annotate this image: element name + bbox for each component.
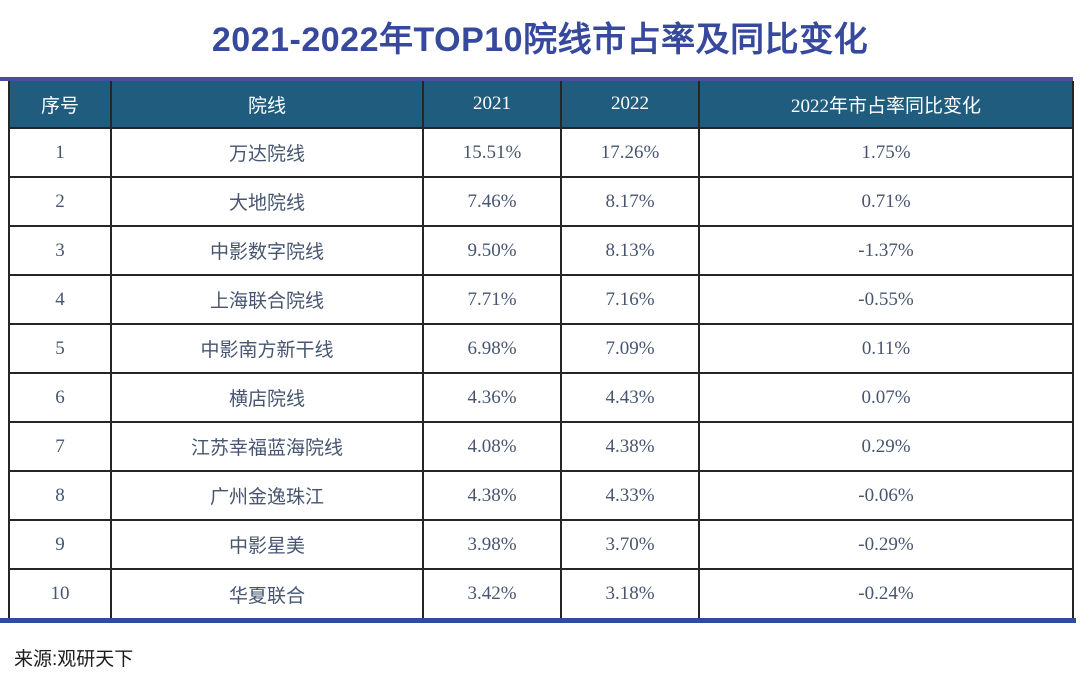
table-cell: 中影南方新干线: [110, 323, 424, 374]
table-cell: 3.98%: [422, 519, 562, 570]
table-cell: 4.38%: [560, 421, 700, 472]
table-cell: 0.29%: [698, 421, 1074, 472]
table-cell: 4.08%: [422, 421, 562, 472]
table-cell: 3: [8, 225, 112, 276]
table-cell: 大地院线: [110, 176, 424, 227]
table-row: 9 中影星美 3.98% 3.70% -0.29%: [8, 519, 1074, 570]
table-cell: 17.26%: [560, 127, 700, 178]
table-cell: 江苏幸福蓝海院线: [110, 421, 424, 472]
table-cell: 0.71%: [698, 176, 1074, 227]
column-header: 2022: [560, 81, 700, 129]
table-top-accent-line: [0, 77, 1073, 81]
table-cell: 9: [8, 519, 112, 570]
table-cell: 4.33%: [560, 470, 700, 521]
table-cell: 0.07%: [698, 372, 1074, 423]
table-cell: 华夏联合: [110, 568, 424, 618]
table-cell: 8.13%: [560, 225, 700, 276]
table-cell: 0.11%: [698, 323, 1074, 374]
table-cell: -0.55%: [698, 274, 1074, 325]
table-cell: 3.18%: [560, 568, 700, 618]
table-header-row: 序号 院线 2021 2022 2022年市占率同比变化: [8, 81, 1074, 129]
table-cell: 3.70%: [560, 519, 700, 570]
table-cell: 6.98%: [422, 323, 562, 374]
table-cell: 广州金逸珠江: [110, 470, 424, 521]
table-cell: 7.09%: [560, 323, 700, 374]
table-cell: 1.75%: [698, 127, 1074, 178]
table-cell: 15.51%: [422, 127, 562, 178]
column-header: 序号: [8, 81, 112, 129]
table-row: 10 华夏联合 3.42% 3.18% -0.24%: [8, 568, 1074, 618]
table-cell: 5: [8, 323, 112, 374]
table-row: 8 广州金逸珠江 4.38% 4.33% -0.06%: [8, 470, 1074, 521]
table-cell: 4.43%: [560, 372, 700, 423]
table-cell: 横店院线: [110, 372, 424, 423]
table-row: 2 大地院线 7.46% 8.17% 0.71%: [8, 176, 1074, 227]
table-cell: 3.42%: [422, 568, 562, 618]
table-cell: -0.24%: [698, 568, 1074, 618]
table-cell: -0.06%: [698, 470, 1074, 521]
table-cell: -0.29%: [698, 519, 1074, 570]
column-header: 院线: [110, 81, 424, 129]
table-cell: 7: [8, 421, 112, 472]
table-cell: -1.37%: [698, 225, 1074, 276]
source-label: 来源:观研天下: [14, 649, 134, 670]
table-cell: 上海联合院线: [110, 274, 424, 325]
table-cell: 中影数字院线: [110, 225, 424, 276]
table-cell: 1: [8, 127, 112, 178]
column-header: 2021: [422, 81, 562, 129]
table-cell: 万达院线: [110, 127, 424, 178]
table-row: 6 横店院线 4.36% 4.43% 0.07%: [8, 372, 1074, 423]
table-cell: 8: [8, 470, 112, 521]
table-cell: 9.50%: [422, 225, 562, 276]
table-cell: 7.46%: [422, 176, 562, 227]
table-cell: 8.17%: [560, 176, 700, 227]
table-cell: 10: [8, 568, 112, 618]
market-share-table: 序号 院线 2021 2022 2022年市占率同比变化 1 万达院线 15.51% 17.2…: [8, 81, 1074, 618]
table-row: 7 江苏幸福蓝海院线 4.08% 4.38% 0.29%: [8, 421, 1074, 472]
table-row: 4 上海联合院线 7.71% 7.16% -0.55%: [8, 274, 1074, 325]
table-row: 5 中影南方新干线 6.98% 7.09% 0.11%: [8, 323, 1074, 374]
table-row: 3 中影数字院线 9.50% 8.13% -1.37%: [8, 225, 1074, 276]
table-cell: 4: [8, 274, 112, 325]
column-header: 2022年市占率同比变化: [698, 81, 1074, 129]
table-body: 1 万达院线 15.51% 17.26% 1.75% 2 大地院线 7.46% 8.17% 0.7…: [8, 127, 1074, 618]
table-header: 序号 院线 2021 2022 2022年市占率同比变化: [8, 81, 1074, 129]
table-row: 1 万达院线 15.51% 17.26% 1.75%: [8, 127, 1074, 178]
table-container: 序号 院线 2021 2022 2022年市占率同比变化 1 万达院线 15.51% 17.2…: [0, 77, 1080, 623]
table-bottom-accent-line: [0, 618, 1076, 623]
table-cell: 2: [8, 176, 112, 227]
table-cell: 6: [8, 372, 112, 423]
table-cell: 4.38%: [422, 470, 562, 521]
table-cell: 7.16%: [560, 274, 700, 325]
table-cell: 7.71%: [422, 274, 562, 325]
table-cell: 中影星美: [110, 519, 424, 570]
chart-title: 2021-2022年TOP10院线市占率及同比变化: [211, 21, 869, 59]
table-cell: 4.36%: [422, 372, 562, 423]
